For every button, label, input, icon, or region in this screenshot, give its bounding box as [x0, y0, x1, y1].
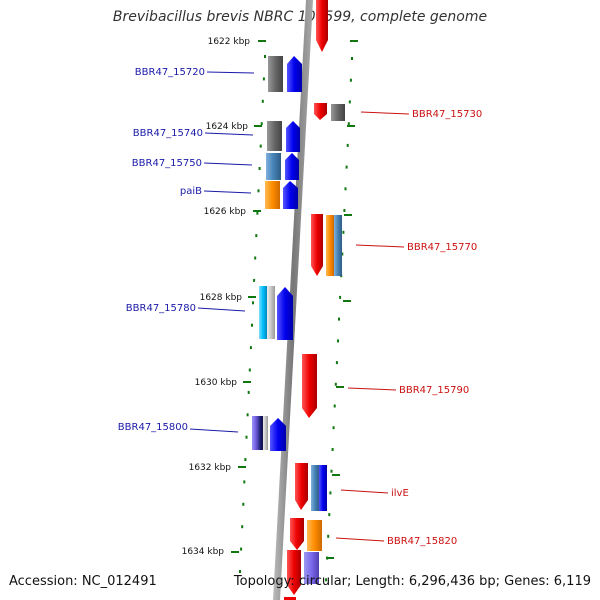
gene-bbr47-15750[interactable] [266, 153, 299, 180]
label-bbr47-15730: BBR47_15730 [360, 109, 482, 120]
gene-paib[interactable] [265, 181, 298, 209]
genome-title: Brevibacillus brevis NBRC 100599, comple… [112, 9, 488, 25]
tick-label: 1626 kbp [204, 207, 247, 217]
label-bbr47-15720: BBR47_15720 [135, 67, 255, 78]
accession-text: Accession: NC_012491 [9, 574, 157, 589]
gene-label: BBR47_15720 [135, 67, 205, 78]
gene-label: BBR47_15740 [133, 128, 203, 139]
label-paib: paiB [180, 186, 252, 197]
gene-label: BBR47_15820 [387, 536, 457, 547]
genome-info-text: Topology: circular; Length: 6,296,436 bp… [233, 574, 591, 589]
label-bbr47-15800: BBR47_15800 [118, 422, 239, 433]
tick-label: 1628 kbp [200, 293, 243, 303]
gene-bbr47-15730[interactable] [314, 103, 345, 121]
gene-label: BBR47_15800 [118, 422, 188, 433]
gene-bbr47-15780[interactable] [259, 286, 293, 340]
label-ilve: ilvE [340, 488, 409, 499]
gene-label: BBR47_15730 [412, 109, 482, 120]
tick-1634: 1634 kbp [182, 547, 239, 557]
label-bbr47-15740: BBR47_15740 [133, 128, 254, 139]
tick-label: 1630 kbp [195, 378, 238, 388]
gene-ilve[interactable] [295, 463, 327, 511]
gene-label: BBR47_15750 [132, 158, 202, 169]
gene-label: BBR47_15780 [126, 303, 196, 314]
gene-bbr47-15790[interactable] [302, 354, 317, 418]
gene-top-reverse[interactable] [316, 0, 328, 52]
tick-label: 1634 kbp [182, 547, 225, 557]
label-bbr47-15750: BBR47_15750 [132, 158, 253, 169]
label-bbr47-15780: BBR47_15780 [126, 303, 246, 314]
tick-1626: 1626 kbp [204, 207, 261, 217]
gene-bbr47-15720[interactable] [268, 56, 302, 92]
right-dotted-guide [325, 57, 353, 582]
tick-label: 1624 kbp [206, 122, 249, 132]
tick-1624: 1624 kbp [206, 122, 262, 132]
right-ticks [326, 40, 358, 559]
tick-1632: 1632 kbp [189, 463, 246, 473]
tick-label: 1632 kbp [189, 463, 232, 473]
gene-label: BBR47_15790 [399, 385, 469, 396]
label-bbr47-15790: BBR47_15790 [347, 385, 469, 396]
tick-label: 1622 kbp [208, 37, 251, 47]
gene-bbr47-15820[interactable] [284, 518, 322, 600]
gene-bbr47-15800[interactable] [252, 416, 286, 451]
gene-bbr47-15740[interactable] [267, 121, 300, 152]
tick-1628: 1628 kbp [200, 293, 256, 303]
gene-label: ilvE [391, 488, 409, 499]
tick-1622: 1622 kbp [208, 37, 266, 47]
label-bbr47-15820: BBR47_15820 [335, 536, 457, 547]
gene-bbr47-15770[interactable] [311, 214, 342, 276]
gene-label: paiB [180, 186, 202, 197]
gene-label: BBR47_15770 [407, 242, 477, 253]
label-bbr47-15770: BBR47_15770 [355, 242, 477, 253]
tick-1630: 1630 kbp [195, 378, 251, 388]
left-dotted-guide [239, 55, 266, 573]
